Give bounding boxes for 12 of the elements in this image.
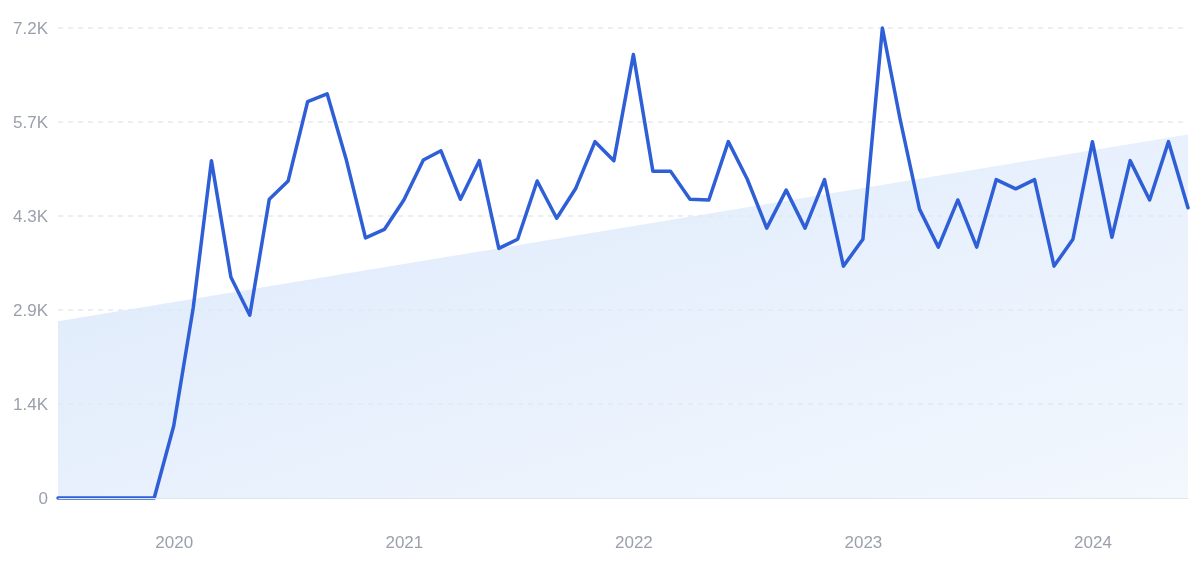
y-tick-label: 4.3K	[13, 206, 49, 226]
x-tick-label: 2024	[1074, 533, 1112, 553]
y-tick-label: 2.9K	[13, 300, 49, 320]
x-tick-label: 2023	[844, 533, 883, 553]
y-tick-label: 0	[38, 488, 48, 508]
y-tick-label: 1.4K	[13, 394, 49, 414]
x-tick-label: 2022	[614, 533, 653, 553]
x-tick-label: 2020	[155, 533, 194, 553]
line-series	[56, 26, 1190, 500]
y-tick-label: 7.2K	[13, 18, 49, 38]
y-tick-label: 5.7K	[13, 112, 49, 132]
x-tick-label: 2021	[385, 533, 424, 553]
